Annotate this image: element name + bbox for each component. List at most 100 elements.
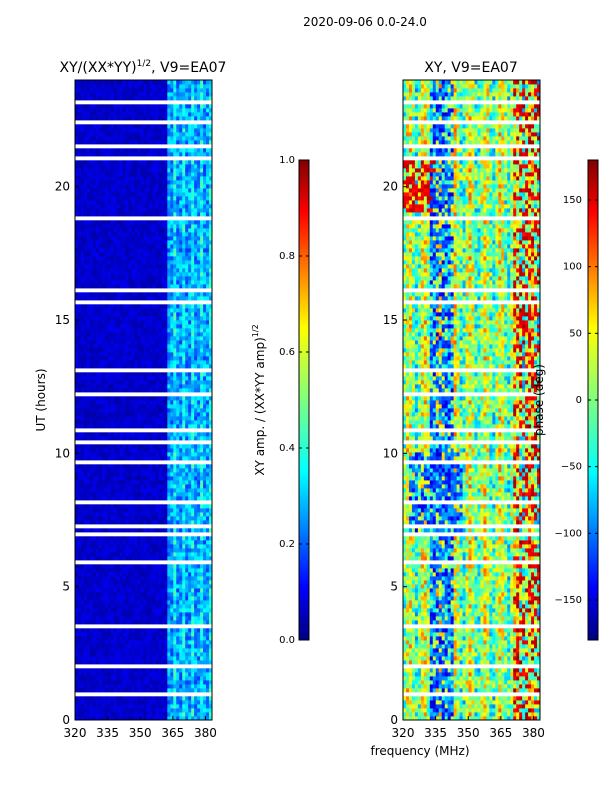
heatmap-cell xyxy=(110,376,115,381)
heatmap-cell xyxy=(86,676,91,681)
heatmap-cell xyxy=(101,276,106,281)
heatmap-cell xyxy=(140,360,144,365)
heatmap-cell xyxy=(125,444,130,449)
heatmap-cell xyxy=(101,424,106,429)
heatmap-cell xyxy=(167,388,171,393)
heatmap-cell xyxy=(137,316,141,321)
heatmap-cell xyxy=(209,380,213,385)
heatmap-cell xyxy=(209,564,213,569)
heatmap-cell xyxy=(98,252,103,257)
heatmap-cell xyxy=(203,476,207,481)
heatmap-cell xyxy=(77,556,82,561)
heatmap-cell xyxy=(77,548,82,553)
heatmap-cell xyxy=(179,272,183,277)
heatmap-cell xyxy=(194,552,198,557)
heatmap-cell xyxy=(158,704,162,709)
heatmap-cell xyxy=(89,448,94,453)
heatmap-cell xyxy=(149,564,153,569)
heatmap-cell xyxy=(104,320,109,325)
heatmap-cell xyxy=(125,404,130,409)
heatmap-cell xyxy=(80,240,85,245)
heatmap-cell xyxy=(101,256,106,261)
heatmap-cell xyxy=(188,260,192,265)
heatmap-cell xyxy=(104,336,109,341)
heatmap-cell xyxy=(140,332,144,337)
heatmap-cell xyxy=(170,684,174,689)
heatmap-cell xyxy=(77,240,82,245)
heatmap-cell xyxy=(95,604,100,609)
heatmap-cell xyxy=(179,336,183,341)
heatmap-cell xyxy=(80,548,85,553)
heatmap-cell xyxy=(101,708,106,713)
heatmap-cell xyxy=(131,572,135,577)
heatmap-cell xyxy=(146,520,150,525)
heatmap-cell xyxy=(89,640,94,645)
heatmap-cell xyxy=(83,516,88,521)
heatmap-cell xyxy=(128,400,132,405)
heatmap-cell xyxy=(122,644,127,649)
heatmap-cell xyxy=(206,312,210,317)
heatmap-cell xyxy=(179,400,183,405)
heatmap-cell xyxy=(89,360,94,365)
heatmap-cell xyxy=(194,540,198,545)
heatmap-cell xyxy=(83,700,88,705)
heatmap-cell xyxy=(182,700,186,705)
heatmap-cell xyxy=(164,312,168,317)
heatmap-cell xyxy=(92,580,97,585)
heatmap-cell xyxy=(116,280,121,285)
heatmap-cell xyxy=(164,444,168,449)
heatmap-cell xyxy=(89,376,94,381)
heatmap-cell xyxy=(164,536,168,541)
heatmap-cell xyxy=(143,404,147,409)
heatmap-cell xyxy=(185,660,189,665)
heatmap-cell xyxy=(176,464,180,469)
heatmap-cell xyxy=(149,432,153,437)
heatmap-cell xyxy=(119,352,124,357)
heatmap-cell xyxy=(179,332,183,337)
heatmap-cell xyxy=(125,556,130,561)
heatmap-cell xyxy=(113,696,118,701)
heatmap-cell xyxy=(95,580,100,585)
heatmap-cell xyxy=(173,588,177,593)
heatmap-cell xyxy=(107,604,112,609)
heatmap-cell xyxy=(182,668,186,673)
heatmap-cell xyxy=(101,528,106,533)
heatmap-cell xyxy=(134,608,138,613)
heatmap-cell xyxy=(170,488,174,493)
heatmap-cell xyxy=(140,352,144,357)
heatmap-cell xyxy=(80,328,85,333)
heatmap-cell xyxy=(125,464,130,469)
heatmap-cell xyxy=(161,684,165,689)
heatmap-cell xyxy=(176,572,180,577)
heatmap-cell xyxy=(80,412,85,417)
heatmap-cell xyxy=(113,644,118,649)
heatmap-cell xyxy=(161,444,165,449)
heatmap-cell xyxy=(119,608,124,613)
heatmap-cell xyxy=(149,276,153,281)
heatmap-cell xyxy=(152,700,156,705)
heatmap-cell xyxy=(107,712,112,717)
heatmap-cell xyxy=(137,284,141,289)
heatmap-cell xyxy=(101,688,106,693)
heatmap-cell xyxy=(191,528,195,533)
heatmap-cell xyxy=(152,468,156,473)
heatmap-cell xyxy=(185,476,189,481)
heatmap-cell xyxy=(200,708,204,713)
heatmap-cell xyxy=(80,292,85,297)
heatmap-cell xyxy=(200,240,204,245)
heatmap-cell xyxy=(194,528,198,533)
heatmap-cell xyxy=(182,284,186,289)
heatmap-cell xyxy=(113,656,118,661)
heatmap-cell xyxy=(167,504,171,509)
heatmap-cell xyxy=(92,276,97,281)
heatmap-cell xyxy=(143,564,147,569)
heatmap-cell xyxy=(146,548,150,553)
heatmap-cell xyxy=(83,456,88,461)
heatmap-cell xyxy=(155,436,159,441)
heatmap-cell xyxy=(107,412,112,417)
heatmap-cell xyxy=(155,536,159,541)
heatmap-cell xyxy=(179,708,183,713)
heatmap-cell xyxy=(89,568,94,573)
heatmap-cell xyxy=(92,308,97,313)
heatmap-cell xyxy=(206,620,210,625)
